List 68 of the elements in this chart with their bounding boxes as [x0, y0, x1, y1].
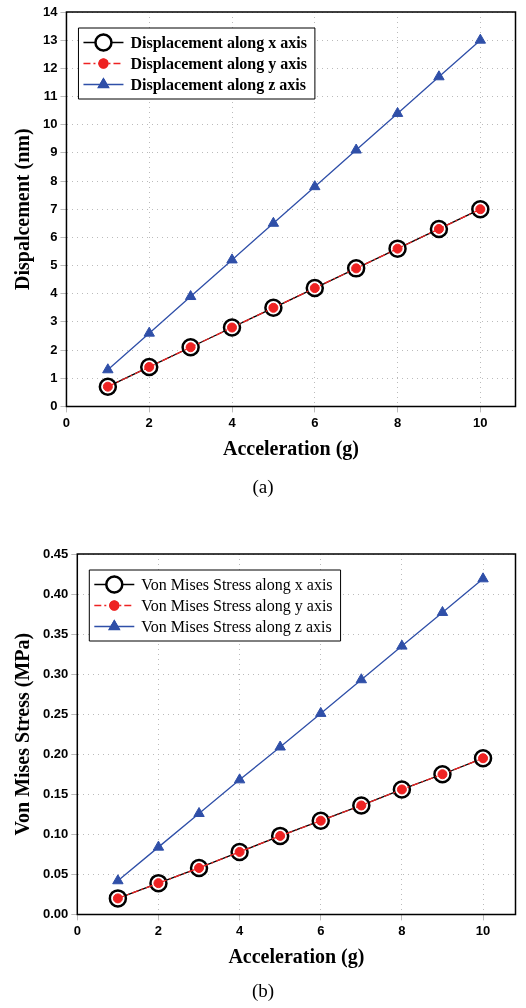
point: [355, 673, 368, 684]
point: [396, 639, 408, 650]
x-tick-label: 8: [398, 922, 406, 938]
y-tick-label: 13: [42, 31, 58, 47]
y-tick-label: 8: [50, 172, 58, 188]
x-tick-label: 2: [154, 922, 163, 938]
y-tick-label: 2: [50, 341, 58, 357]
point: [477, 572, 489, 583]
x-tick-label: 4: [235, 922, 244, 938]
point: [102, 363, 114, 374]
y-axis-title: Dispalcement (nm): [11, 128, 35, 291]
legend-label: Von Mises Stress along y axis: [141, 596, 333, 615]
legend-label: Displacement along y axis: [130, 54, 307, 73]
text: (b): [250, 979, 276, 1003]
x-tick-label: 10: [475, 922, 491, 938]
point: [474, 33, 487, 44]
y-tick-label: 0.40: [42, 585, 69, 601]
text: (a): [251, 475, 275, 499]
y-tick-label: 10: [42, 116, 58, 132]
point: [143, 326, 155, 337]
point: [152, 840, 165, 851]
y-tick-label: 11: [43, 88, 58, 104]
y-tick-label: 0.30: [42, 665, 69, 681]
y-tick-label: 0.10: [42, 825, 69, 841]
x-tick-label: 10: [473, 414, 488, 430]
x-tick-label: 6: [317, 922, 325, 938]
x-axis-title: Acceleration (g): [228, 945, 365, 969]
point: [315, 706, 327, 717]
y-tick-label: 0.00: [42, 905, 69, 921]
y-tick-label: 5: [50, 257, 58, 273]
legend-label: Displacement along x axis: [130, 33, 307, 52]
point: [436, 605, 449, 616]
legend-label: Displacement along z axis: [130, 75, 307, 94]
legend-label: Von Mises Stress along z axis: [141, 617, 332, 636]
x-tick-label: 0: [73, 922, 81, 938]
y-tick-label: 3: [50, 313, 58, 329]
point: [184, 290, 197, 301]
y-tick-label: 0.05: [42, 865, 69, 881]
x-axis-title: Acceleration (g): [222, 437, 359, 461]
y-tick-label: 7: [50, 200, 58, 216]
x-tick-label: 6: [311, 414, 319, 430]
legend-label: Von Mises Stress along x axis: [141, 575, 333, 594]
y-tick-label: 6: [50, 228, 58, 244]
y-tick-label: 9: [50, 144, 58, 160]
y-tick-label: 12: [42, 59, 58, 75]
point: [350, 143, 362, 154]
y-tick-label: 0.45: [42, 545, 69, 561]
y-axis-title: Von Mises Stress (MPa): [11, 632, 35, 836]
y-tick-label: 14: [42, 3, 59, 19]
point: [309, 180, 321, 191]
point: [193, 806, 205, 817]
point: [391, 106, 404, 117]
y-tick-label: 0.25: [42, 705, 69, 721]
y-tick-label: 0.15: [42, 785, 69, 801]
y-tick-label: 0: [50, 397, 58, 413]
point: [267, 216, 280, 227]
point: [226, 253, 238, 264]
x-tick-label: 4: [228, 414, 237, 430]
point: [433, 70, 445, 81]
y-tick-label: 4: [50, 285, 59, 301]
point: [274, 740, 286, 751]
x-tick-label: 8: [393, 414, 402, 430]
y-tick-label: 0.35: [42, 625, 69, 641]
y-tick-label: 0.20: [42, 745, 69, 761]
x-tick-label: 2: [145, 414, 153, 430]
point: [112, 874, 124, 885]
point: [233, 773, 246, 784]
y-tick-label: 1: [50, 369, 58, 385]
